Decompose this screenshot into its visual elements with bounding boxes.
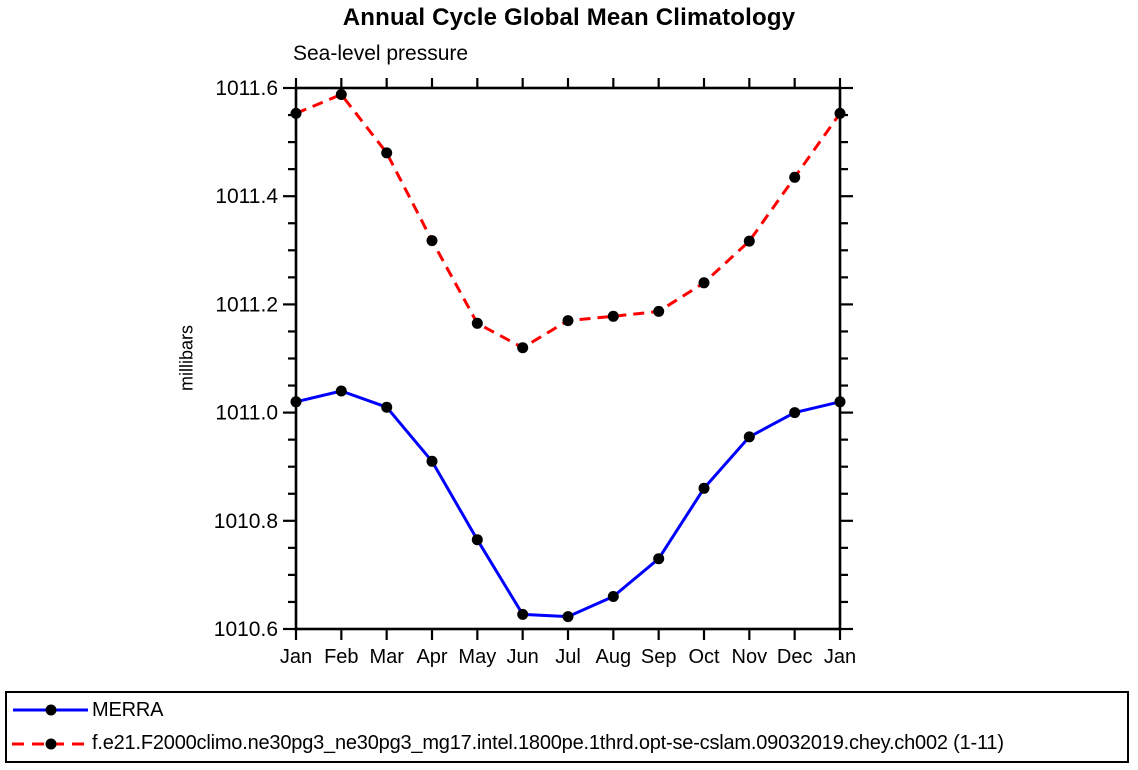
series-line-0 — [295, 389, 841, 619]
data-point-marker-1 — [381, 147, 393, 159]
data-point-marker-0 — [743, 431, 755, 443]
legend-label-merra: MERRA — [92, 698, 164, 721]
x-tick-label: Mar — [369, 646, 404, 668]
x-tick-label: May — [458, 646, 496, 668]
data-point-marker-0 — [381, 401, 393, 413]
x-tick-label: Apr — [416, 646, 447, 668]
legend-item-merra: MERRA — [7, 694, 1127, 726]
data-point-marker-1 — [607, 310, 619, 322]
legend-dashed-line-sample — [12, 738, 89, 750]
legend-solid-line-sample — [13, 704, 88, 716]
series-line-1 — [295, 93, 842, 350]
legend-item-model-case: f.e21.F2000climo.ne30pg3_ne30pg3_mg17.in… — [7, 728, 1127, 760]
y-tick-label: 1011.6 — [215, 77, 278, 100]
x-tick-label: Jan — [824, 646, 856, 668]
data-point-marker-1 — [789, 171, 801, 183]
x-tick-label: Jun — [507, 646, 539, 668]
data-point-marker-0 — [789, 407, 801, 419]
data-point-marker-0 — [562, 611, 574, 623]
data-point-marker-1 — [653, 305, 665, 317]
data-point-marker-0 — [471, 534, 483, 546]
chart-title: Annual Cycle Global Mean Climatology — [342, 4, 796, 31]
data-point-marker-1 — [562, 315, 574, 327]
data-point-marker-1 — [743, 235, 755, 247]
data-point-marker-0 — [290, 396, 302, 408]
data-point-marker-1 — [698, 277, 710, 289]
x-tick-label: Sep — [641, 646, 677, 668]
legend-label-model-case: f.e21.F2000climo.ne30pg3_ne30pg3_mg17.in… — [92, 732, 1004, 755]
x-tick-label: Jan — [280, 646, 312, 668]
x-tick-label: Jul — [555, 646, 581, 668]
plot-frame — [294, 86, 842, 631]
data-point-marker-0 — [335, 385, 347, 397]
legend-marker-dot — [45, 738, 57, 750]
legend-marker-dot — [45, 704, 57, 716]
x-tick-label: Dec — [777, 646, 813, 668]
data-point-marker-1 — [517, 342, 529, 354]
data-point-marker-0 — [517, 608, 529, 620]
data-point-marker-0 — [426, 455, 438, 467]
y-tick-label: 1010.6 — [214, 618, 278, 641]
y-tick-label: 1011.0 — [215, 402, 278, 425]
legend-box: MERRA f.e21.F2000climo.ne30pg3_ne30pg3_m… — [5, 691, 1129, 763]
data-point-marker-0 — [698, 482, 710, 494]
data-point-marker-1 — [426, 235, 438, 247]
y-tick-label: 1011.2 — [215, 293, 278, 316]
x-tick-label: Aug — [596, 646, 632, 668]
data-point-marker-1 — [290, 107, 302, 119]
y-tick-label: 1011.4 — [215, 185, 278, 208]
x-tick-label: Feb — [324, 646, 358, 668]
y-tick-label: 1010.8 — [214, 510, 278, 533]
data-point-marker-0 — [834, 396, 846, 408]
data-point-marker-0 — [607, 591, 619, 602]
data-point-marker-1 — [471, 317, 483, 329]
x-tick-label: Nov — [732, 646, 768, 668]
data-point-marker-1 — [335, 89, 347, 100]
x-tick-label: Oct — [688, 646, 720, 668]
data-point-marker-0 — [653, 553, 665, 565]
chart-subtitle: Sea-level pressure — [293, 42, 469, 65]
data-point-marker-1 — [834, 107, 846, 119]
